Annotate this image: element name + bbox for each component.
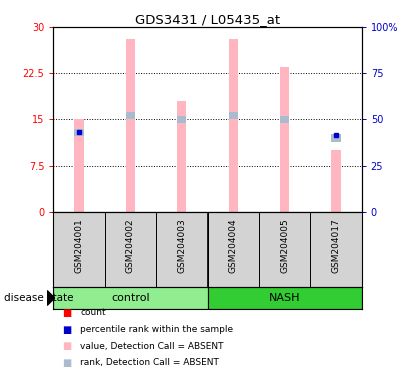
Bar: [280, 116, 289, 123]
Bar: [331, 150, 341, 212]
Bar: [331, 134, 341, 142]
Bar: [208, 287, 362, 309]
Text: ■: ■: [62, 308, 71, 318]
Bar: [74, 119, 84, 212]
Text: GSM204001: GSM204001: [75, 218, 83, 273]
Text: rank, Detection Call = ABSENT: rank, Detection Call = ABSENT: [80, 358, 219, 367]
Bar: [229, 112, 238, 119]
Text: count: count: [80, 308, 106, 318]
Text: disease state: disease state: [4, 293, 74, 303]
Text: percentile rank within the sample: percentile rank within the sample: [80, 325, 233, 334]
Text: value, Detection Call = ABSENT: value, Detection Call = ABSENT: [80, 342, 224, 351]
Text: control: control: [111, 293, 150, 303]
Title: GDS3431 / L05435_at: GDS3431 / L05435_at: [135, 13, 280, 26]
Bar: [53, 287, 208, 309]
Bar: [229, 39, 238, 212]
Text: GSM204005: GSM204005: [280, 218, 289, 273]
Text: NASH: NASH: [269, 293, 300, 303]
Text: GSM204002: GSM204002: [126, 218, 135, 273]
Bar: [177, 101, 187, 212]
Bar: [126, 39, 135, 212]
Text: GSM204017: GSM204017: [332, 218, 340, 273]
Polygon shape: [47, 291, 55, 305]
Bar: [74, 129, 84, 136]
Bar: [126, 112, 135, 119]
Bar: [177, 116, 187, 123]
Text: GSM204003: GSM204003: [178, 218, 186, 273]
Text: GSM204004: GSM204004: [229, 218, 238, 273]
Text: ■: ■: [62, 324, 71, 334]
Text: ■: ■: [62, 341, 71, 351]
Text: ■: ■: [62, 358, 71, 368]
Bar: [280, 67, 289, 212]
